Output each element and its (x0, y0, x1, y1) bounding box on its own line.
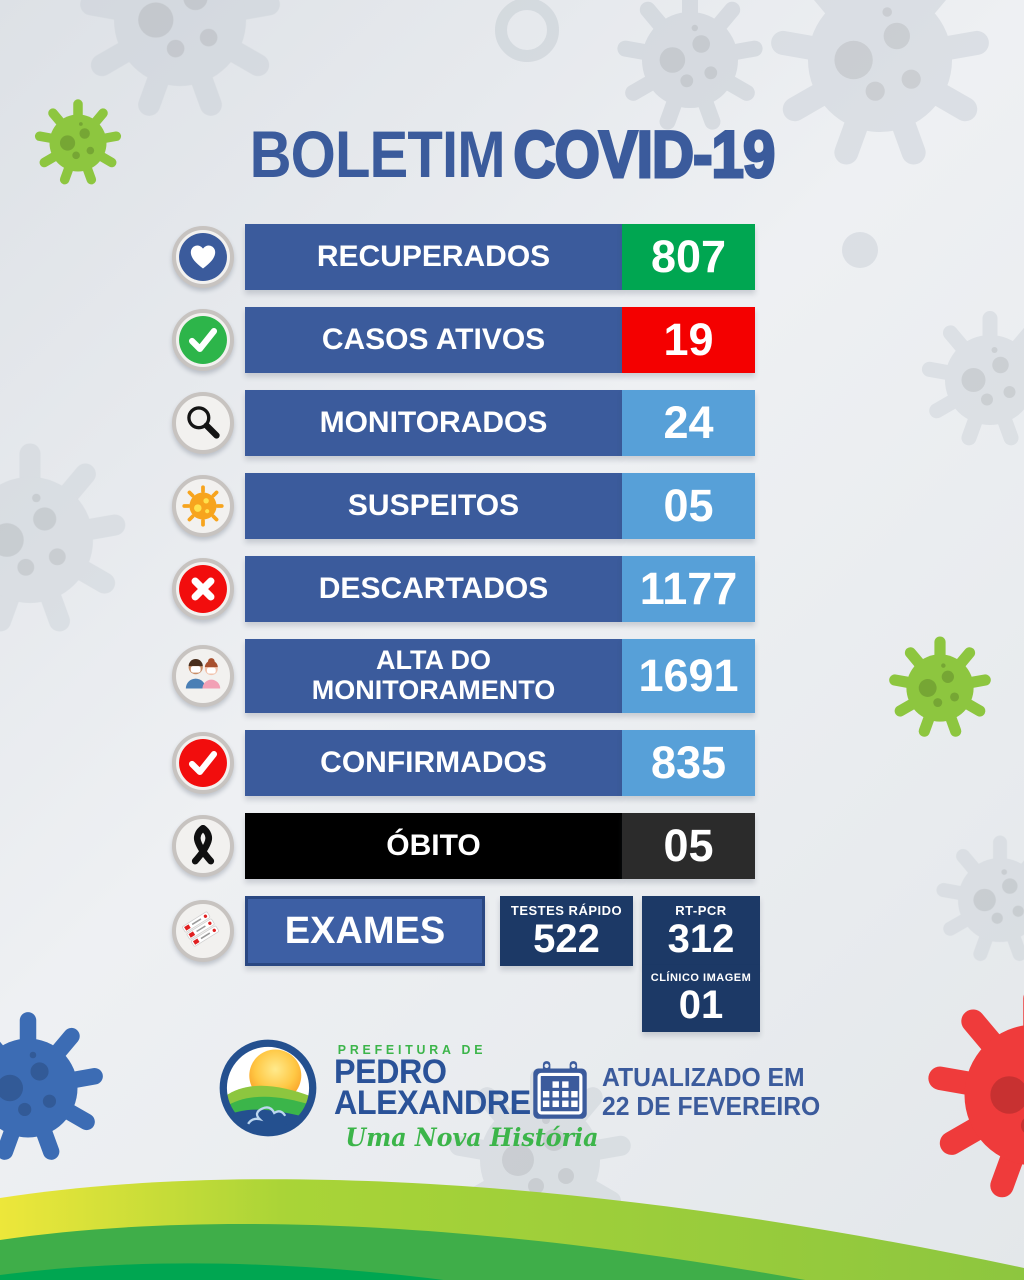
bottom-green-bands (0, 1179, 1024, 1280)
logo-tagline: Uma Nova História (345, 1123, 599, 1152)
mourning-ribbon-icon (191, 824, 215, 865)
x-icon (179, 565, 227, 613)
stat-value: 19 (622, 307, 755, 373)
check-red-icon (179, 739, 227, 787)
stat-value: 807 (622, 224, 755, 290)
magnifier-icon (187, 406, 220, 439)
exames-box-testes-rapido: TESTES RÁPIDO 522 (500, 896, 633, 966)
page-title: BOLETIM COVID-19 (61, 116, 962, 193)
stat-value: 24 (622, 390, 755, 456)
stat-row-recuperados: RECUPERADOS 807 (172, 224, 760, 290)
exames-box-label: CLÍNICO IMAGEM (650, 971, 752, 984)
exames-box-label: TESTES RÁPIDO (510, 902, 623, 918)
exames-box-clinico-imagem: CLÍNICO IMAGEM 01 (642, 965, 760, 1032)
calendar-icon (530, 1060, 590, 1122)
stat-label: EXAMES (245, 896, 485, 966)
stat-row-casos-ativos: CASOS ATIVOS 19 (172, 307, 760, 373)
stat-row-suspeitos: SUSPEITOS 05 (172, 473, 760, 539)
prefeitura-logo-text: PREFEITURA DE PEDRO ALEXANDRE Uma Nova H… (334, 1042, 598, 1152)
stat-label: DESCARTADOS (245, 556, 622, 622)
stat-value: 835 (622, 730, 755, 796)
people-icon (185, 658, 221, 689)
updated-line2: 22 DE FEVEREIRO (602, 1091, 821, 1121)
stat-row-exames: EXAMES TESTES RÁPIDO 522 RT-PCR 312 (172, 896, 760, 966)
exames-box-value: 522 (533, 916, 600, 961)
stat-label: CONFIRMADOS (245, 730, 622, 796)
stat-row-descartados: DESCARTADOS 1177 (172, 556, 760, 622)
exames-box-label: RT-PCR (675, 902, 727, 918)
exames-box-value: 01 (678, 982, 724, 1027)
updated-date: ATUALIZADO EM 22 DE FEVEREIRO (602, 1063, 820, 1121)
stat-row-monitorados: MONITORADOS 24 (172, 390, 760, 456)
stat-value: 1177 (622, 556, 755, 622)
title-part2: COVID-19 (512, 116, 776, 193)
logo-prefeitura-de: PREFEITURA DE (337, 1042, 487, 1057)
exames-box-value: 312 (667, 916, 735, 961)
stat-row-obito: ÓBITO 05 (172, 813, 760, 879)
virus-icon (182, 485, 224, 527)
updated-line1: ATUALIZADO EM (602, 1062, 805, 1092)
stat-label: ÓBITO (245, 813, 622, 879)
stat-row-confirmados: CONFIRMADOS 835 (172, 730, 760, 796)
stat-label: CASOS ATIVOS (245, 307, 622, 373)
check-icon (179, 316, 227, 364)
stat-value: 05 (622, 473, 755, 539)
title-part1: BOLETIM (249, 117, 506, 191)
stats-list: RECUPERADOS 807 CASOS ATIVOS 19 MONITORA… (172, 224, 760, 983)
prefeitura-logo (216, 1036, 320, 1140)
logo-pedro: PEDRO (334, 1053, 447, 1091)
stat-label: RECUPERADOS (245, 224, 622, 290)
stat-value: 1691 (622, 639, 755, 713)
logo-emblem-icon (219, 1039, 317, 1137)
stat-row-alta-monitoramento: ALTA DO MONITORAMENTO 1691 (172, 639, 760, 713)
test-kit-icon (182, 911, 219, 947)
stat-label: SUSPEITOS (245, 473, 622, 539)
exames-box-rt-pcr: RT-PCR 312 (642, 896, 760, 966)
logo-alexandre: ALEXANDRE (334, 1084, 531, 1122)
faint-virus-pattern (0, 0, 1024, 1237)
stat-label: MONITORADOS (245, 390, 622, 456)
stat-value: 05 (622, 813, 755, 879)
stat-label: ALTA DO MONITORAMENTO (245, 639, 622, 713)
heart-icon (179, 233, 227, 281)
